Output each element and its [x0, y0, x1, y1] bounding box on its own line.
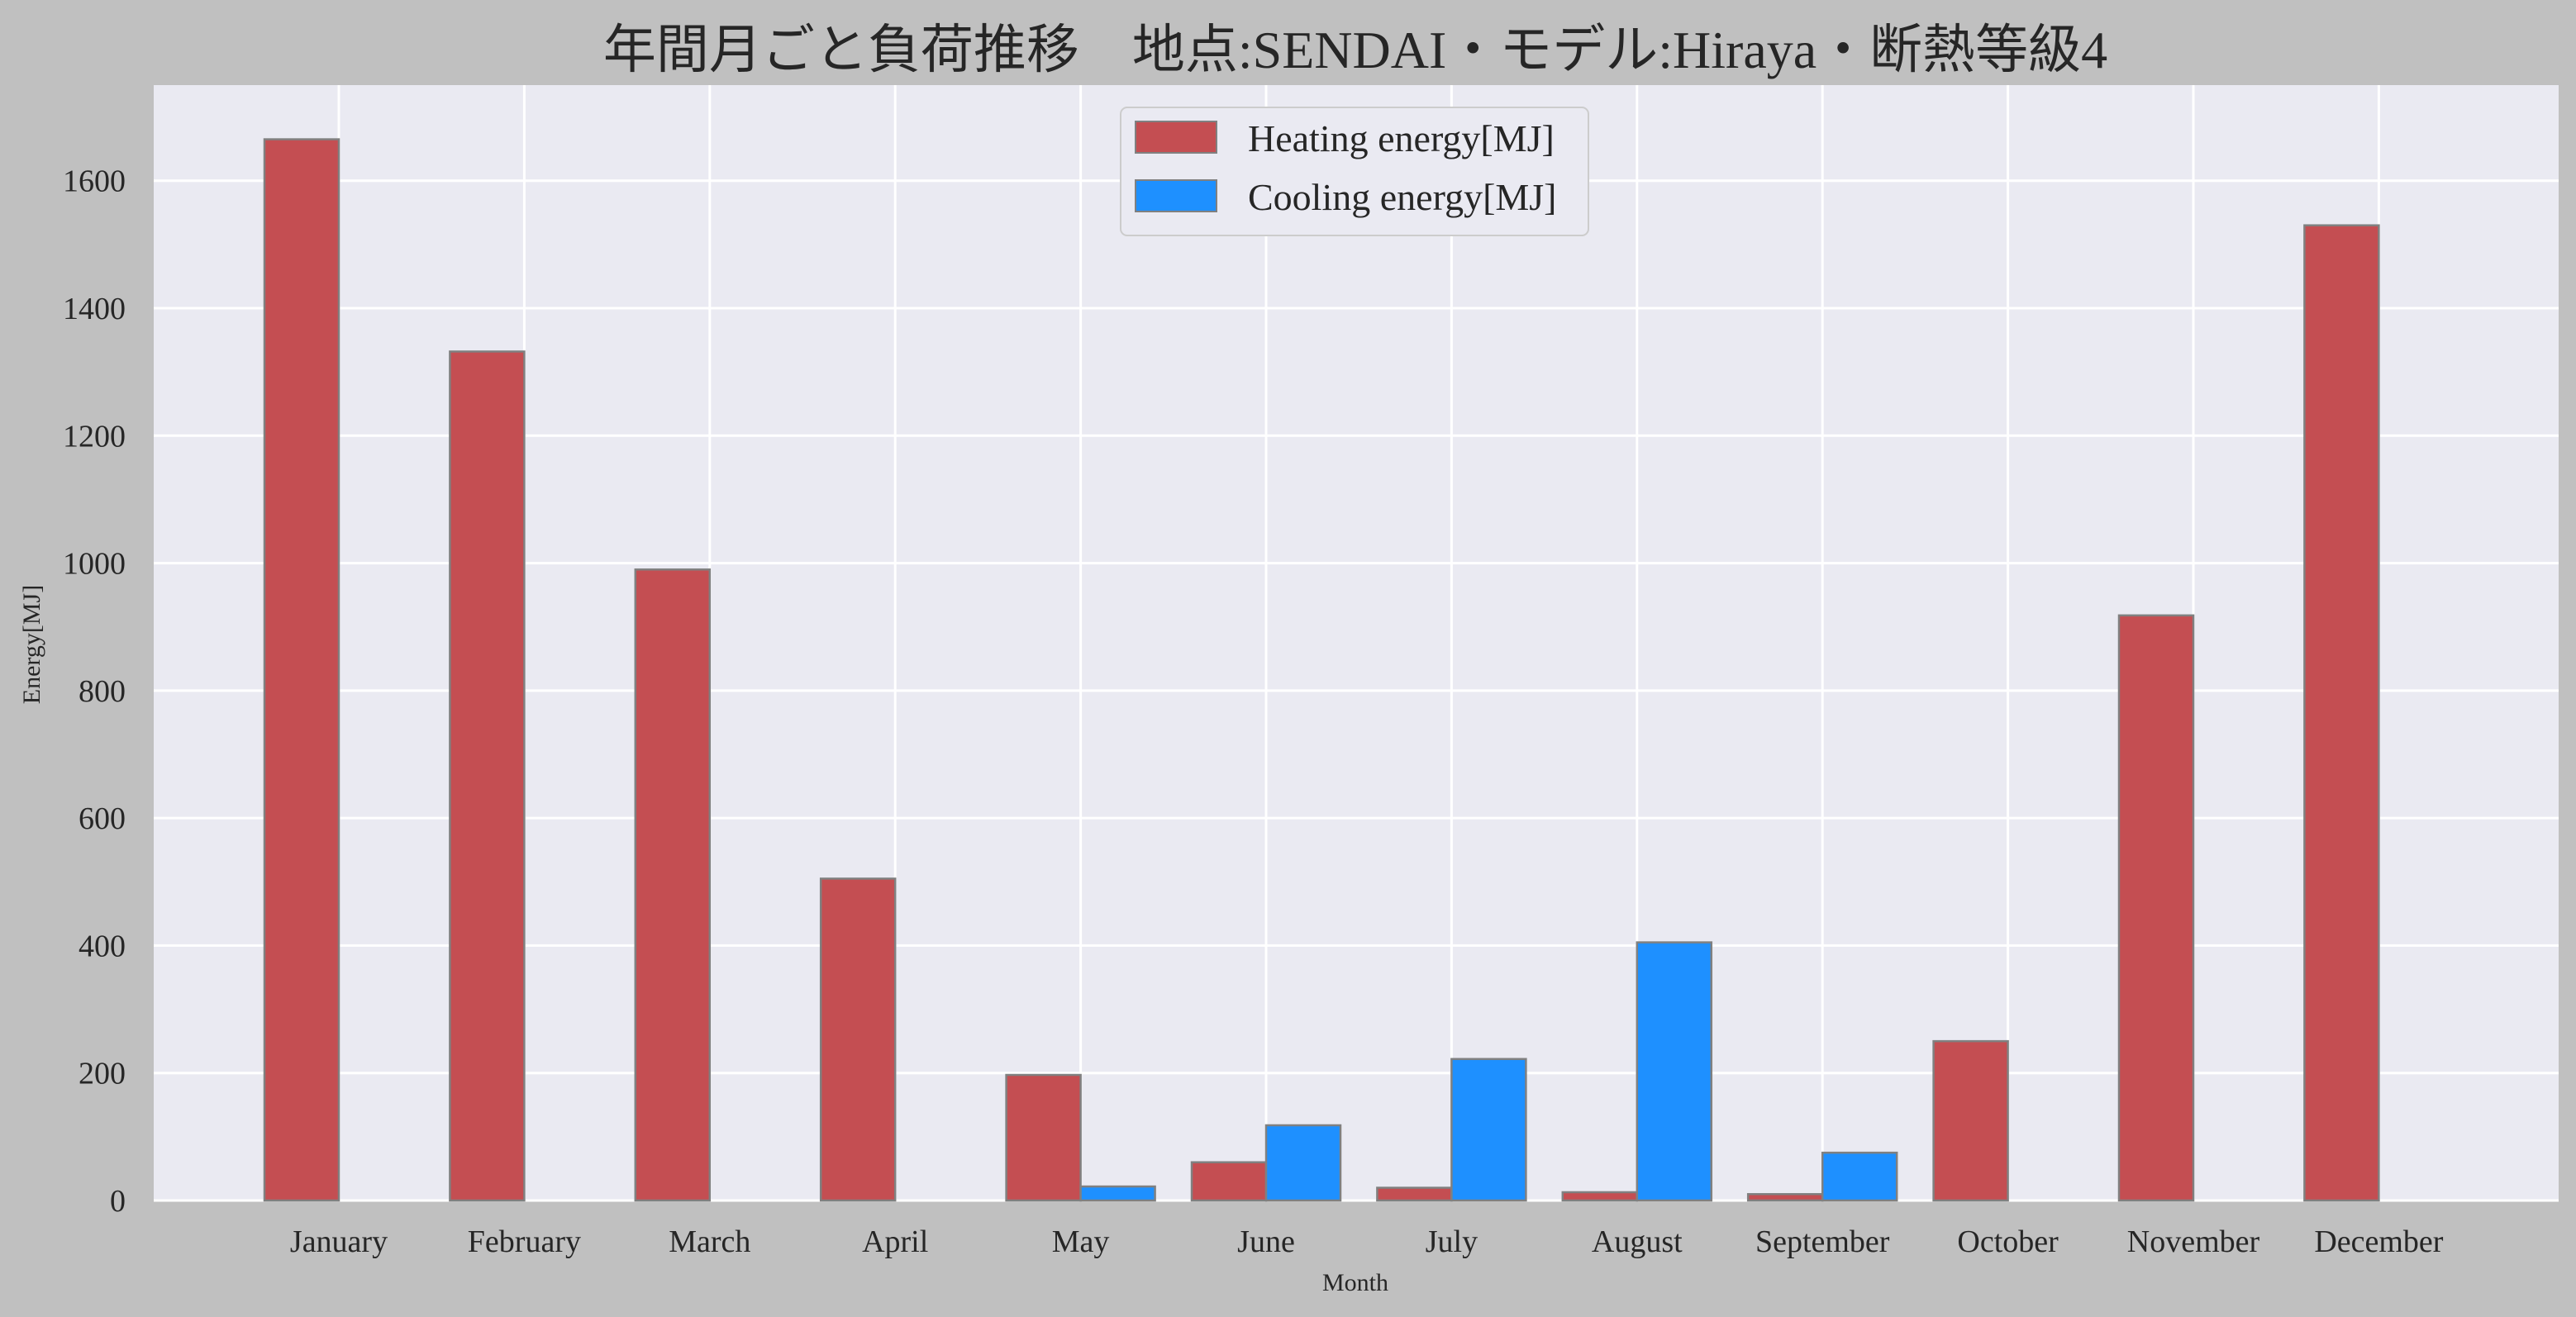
heating-bar-april [819, 877, 897, 1202]
heating-bar-december [2303, 224, 2380, 1202]
legend-swatch-heating [1135, 121, 1217, 154]
y-tick-label: 800 [79, 674, 126, 709]
heating-bar-june [1190, 1161, 1268, 1202]
cooling-bar-september [1821, 1151, 1898, 1202]
y-tick-label: 400 [79, 929, 126, 963]
x-tick-label: August [1592, 1224, 1683, 1259]
y-tick-label: 0 [110, 1184, 126, 1219]
x-tick-label: June [1237, 1224, 1295, 1259]
heating-bar-september [1746, 1193, 1824, 1202]
y-tick-label: 200 [79, 1057, 126, 1091]
heating-bar-march [634, 568, 712, 1202]
x-tick-label: April [862, 1224, 928, 1259]
legend-box [1120, 107, 1589, 236]
x-tick-label: March [669, 1224, 750, 1259]
cooling-bar-august [1636, 941, 1713, 1202]
y-axis-label: Energy[MJ] [18, 585, 45, 704]
y-tick-label: 1600 [63, 164, 126, 199]
cooling-bar-june [1264, 1124, 1342, 1202]
heating-bar-may [1005, 1073, 1082, 1202]
heating-bar-october [1932, 1039, 2009, 1202]
y-axis-ticks: 0 200 400 600 800 1000 1200 1400 1600 [63, 164, 126, 1219]
cooling-bar-july [1450, 1058, 1527, 1202]
y-tick-label: 1400 [63, 292, 126, 326]
x-tick-label: November [2127, 1224, 2260, 1259]
y-tick-label: 600 [79, 801, 126, 836]
x-tick-label: October [1957, 1224, 2059, 1259]
x-tick-label: December [2314, 1224, 2443, 1259]
x-axis-label: Month [1322, 1269, 1388, 1296]
heating-bar-january [263, 138, 340, 1202]
legend-label-heating: Heating energy[MJ] [1248, 117, 1555, 159]
x-tick-label: May [1052, 1224, 1110, 1259]
x-tick-label: January [290, 1224, 388, 1259]
chart-title: 年間月ごと負荷推移 地点:SENDAI・モデル:Hiraya・断熱等級4 [603, 21, 2107, 79]
x-axis-ticks: January February March April May June July Augu… [290, 1224, 2444, 1259]
x-tick-label: July [1426, 1224, 1478, 1259]
y-tick-label: 1200 [63, 419, 126, 454]
cooling-bar-may [1079, 1185, 1156, 1202]
x-tick-label: September [1755, 1224, 1890, 1259]
heating-bar-august [1561, 1191, 1639, 1202]
y-tick-label: 1000 [63, 547, 126, 582]
x-tick-label: February [468, 1224, 581, 1259]
legend: Heating energy[MJ] Cooling energy[MJ] [1120, 107, 1589, 236]
heating-bar-february [449, 350, 526, 1202]
legend-label-cooling: Cooling energy[MJ] [1248, 176, 1557, 218]
heating-bar-july [1376, 1186, 1453, 1202]
heating-bar-november [2117, 614, 2195, 1202]
bars [263, 138, 2380, 1202]
legend-swatch-cooling [1135, 179, 1217, 212]
